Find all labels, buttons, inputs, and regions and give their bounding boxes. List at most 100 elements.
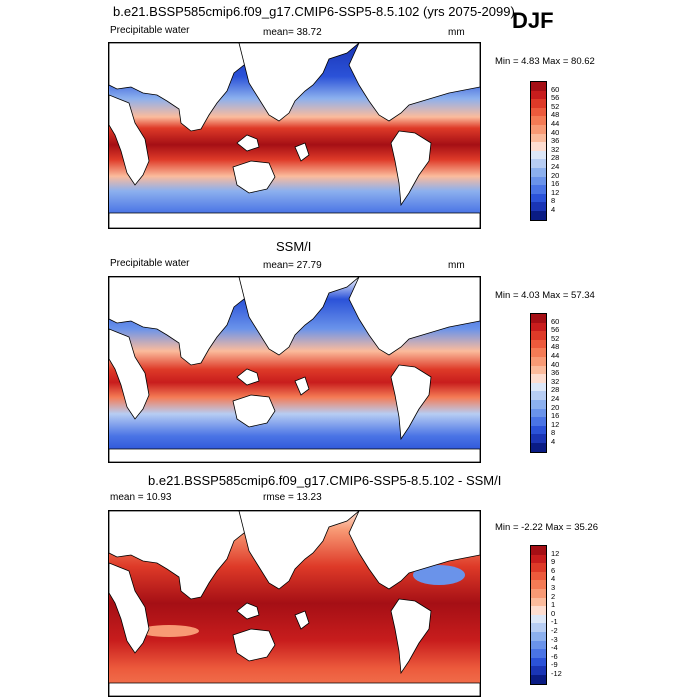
colorbar-tick-label: 48	[551, 342, 560, 352]
panel1-colorbar-box	[530, 81, 547, 221]
colorbar-tick-label: 9	[551, 557, 556, 567]
colorbar-tick-label: 4	[551, 205, 556, 214]
colorbar-tick-label: 20	[551, 170, 560, 180]
colorbar-segment	[531, 82, 546, 91]
colorbar-tick-label: 6	[551, 565, 556, 575]
colorbar-segment	[531, 339, 546, 349]
colorbar-tick-label: 1	[551, 600, 556, 610]
colorbar-segment	[531, 331, 546, 340]
colorbar-segment	[531, 133, 546, 143]
colorbar-tick-label: 2	[551, 591, 556, 601]
panel3-colorbar-box	[530, 545, 547, 685]
colorbar-segment	[531, 374, 546, 383]
panel1-units: mm	[448, 27, 465, 38]
panel3-mean: mean = 10.93	[110, 492, 172, 503]
colorbar-segment	[531, 159, 546, 168]
colorbar-tick-label: -12	[551, 669, 562, 678]
colorbar-segment	[531, 90, 546, 100]
panel2-continents	[109, 277, 480, 462]
colorbar-segment	[531, 391, 546, 400]
colorbar-segment	[531, 674, 546, 684]
colorbar-segment	[531, 176, 546, 186]
colorbar-segment	[531, 116, 546, 125]
colorbar-segment	[531, 314, 546, 323]
colorbar-tick-label: 20	[551, 402, 560, 412]
panel1-continents	[109, 43, 480, 228]
colorbar-segment	[531, 640, 546, 650]
colorbar-segment	[531, 382, 546, 392]
colorbar-segment	[531, 417, 546, 426]
panel2-map-svg	[109, 277, 480, 462]
colorbar-segment	[531, 150, 546, 160]
colorbar-segment	[531, 167, 546, 177]
panel3-map	[108, 510, 481, 697]
colorbar-segment	[531, 425, 546, 435]
colorbar-segment	[531, 142, 546, 151]
colorbar-segment	[531, 631, 546, 641]
colorbar-tick-label: -6	[551, 651, 558, 661]
colorbar-tick-label: 32	[551, 376, 560, 386]
panel2-variable-label: Precipitable water	[110, 258, 190, 269]
panel1-map	[108, 42, 481, 229]
panel2-colorbar-box	[530, 313, 547, 453]
colorbar-tick-label: -9	[551, 660, 558, 670]
colorbar-tick-label: 16	[551, 179, 560, 189]
panel2-minmax: Min = 4.03 Max = 57.34	[495, 290, 595, 301]
colorbar-tick-label: 44	[551, 351, 560, 360]
colorbar-tick-label: 40	[551, 359, 560, 369]
colorbar-segment	[531, 365, 546, 375]
panel3-minmax: Min = -2.22 Max = 35.26	[495, 522, 598, 533]
panel1-mean: mean= 38.72	[263, 27, 322, 38]
colorbar-segment	[531, 571, 546, 581]
colorbar-tick-label: 0	[551, 608, 556, 618]
colorbar-tick-label: 56	[551, 93, 560, 103]
colorbar-tick-label: 28	[551, 153, 560, 163]
season-label: DJF	[512, 8, 554, 33]
panel1-map-svg	[109, 43, 480, 228]
colorbar-tick-label: -3	[551, 634, 558, 644]
panel2-mean: mean= 27.79	[263, 260, 322, 271]
colorbar-tick-label: 60	[551, 84, 560, 94]
colorbar-tick-label: 60	[551, 316, 560, 326]
colorbar-segment	[531, 348, 546, 357]
colorbar-tick-label: -2	[551, 626, 558, 635]
colorbar-tick-label: 28	[551, 385, 560, 395]
colorbar-segment	[531, 210, 546, 220]
colorbar-segment	[531, 202, 546, 211]
colorbar-tick-label: 44	[551, 119, 560, 128]
colorbar-tick-label: 36	[551, 368, 560, 378]
panel3-title: b.e21.BSSP585cmip6.f09_g17.CMIP6-SSP5-8.…	[148, 473, 502, 488]
colorbar-segment	[531, 666, 546, 675]
colorbar-segment	[531, 580, 546, 589]
colorbar-tick-label: 4	[551, 574, 556, 584]
colorbar-tick-label: 52	[551, 333, 560, 343]
panel3-continents	[109, 511, 480, 696]
colorbar-tick-label: 8	[551, 196, 556, 206]
panel1-minmax: Min = 4.83 Max = 80.62	[495, 56, 595, 67]
colorbar-tick-label: 12	[551, 548, 560, 558]
colorbar-tick-label: 12	[551, 419, 560, 429]
panel2-map	[108, 276, 481, 463]
colorbar-segment	[531, 657, 546, 667]
colorbar-segment	[531, 606, 546, 615]
colorbar-tick-label: 32	[551, 144, 560, 154]
panel2-title: SSM/I	[276, 239, 312, 254]
colorbar-tick-label: 24	[551, 394, 560, 403]
figure-title: b.e21.BSSP585cmip6.f09_g17.CMIP6-SSP5-8.…	[113, 4, 515, 19]
colorbar-segment	[531, 563, 546, 572]
colorbar-segment	[531, 193, 546, 203]
colorbar-tick-label: 24	[551, 162, 560, 171]
colorbar-segment	[531, 554, 546, 564]
colorbar-tick-label: 36	[551, 136, 560, 146]
colorbar-tick-label: 52	[551, 101, 560, 111]
colorbar-segment	[531, 597, 546, 607]
colorbar-segment	[531, 649, 546, 658]
colorbar-segment	[531, 399, 546, 409]
colorbar-segment	[531, 99, 546, 108]
panel3-rmse: rmse = 13.23	[263, 492, 322, 503]
colorbar-tick-label: 8	[551, 428, 556, 438]
colorbar-tick-label: 12	[551, 187, 560, 197]
colorbar-segment	[531, 107, 546, 117]
colorbar-tick-label: 40	[551, 127, 560, 137]
colorbar-tick-label: -4	[551, 643, 558, 653]
